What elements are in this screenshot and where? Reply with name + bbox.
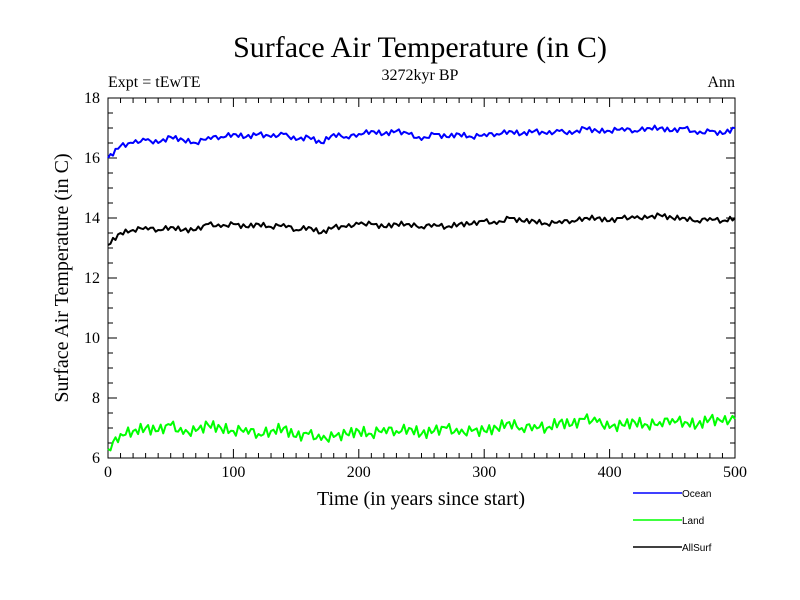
x-tick-label: 400 [598,464,622,481]
series-line-ocean [107,124,736,159]
plot-frame [107,97,736,459]
series-group [107,124,736,452]
chart-subtitle: 3272kyr BP [382,67,459,84]
x-axis-label: Time (in years since start) [317,488,525,510]
y-tick-label: 14 [84,210,100,227]
legend-label-ocean: Ocean [682,489,711,500]
y-axis-label: Surface Air Temperature (in C) [51,153,73,402]
x-tick-label: 0 [104,464,112,481]
experiment-label: Expt = tEwTE [108,74,201,91]
season-label: Ann [707,74,735,91]
y-tick-label: 16 [84,150,100,167]
series-line-land [107,413,736,452]
x-tick-label: 500 [723,464,747,481]
y-tick-label: 10 [84,330,100,347]
y-tick-label: 6 [92,450,100,467]
y-tick-label: 8 [92,390,100,407]
x-tick-labels: 0 100 200 300 400 500 [104,464,747,481]
y-tick-labels: 6 8 10 12 14 16 18 [84,90,100,467]
axis-ticks [107,97,736,459]
series-line-allsurf [107,212,736,246]
x-tick-label: 200 [347,464,371,481]
x-tick-label: 100 [221,464,245,481]
legend: Ocean Land AllSurf [633,489,712,554]
y-tick-label: 18 [84,90,100,107]
x-tick-label: 300 [472,464,496,481]
legend-label-land: Land [682,516,704,527]
legend-label-allsurf: AllSurf [682,543,712,554]
chart-title: Surface Air Temperature (in C) [233,31,607,64]
y-tick-label: 12 [84,270,100,287]
